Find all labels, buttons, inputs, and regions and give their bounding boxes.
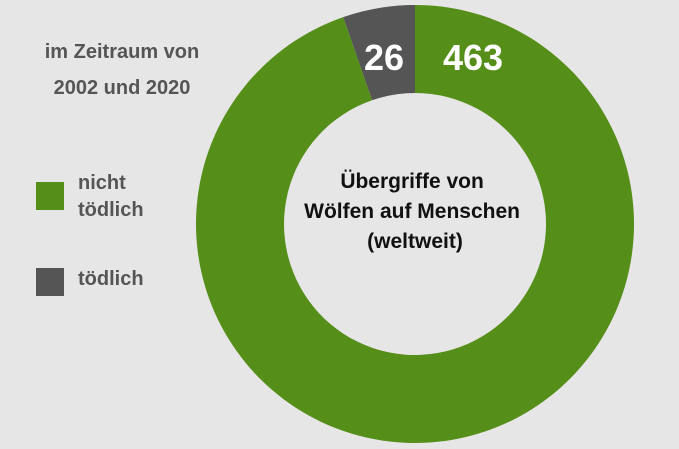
donut-slices bbox=[195, 5, 634, 443]
subtitle-line-1: im Zeitraum von bbox=[44, 41, 200, 63]
legend-label-nicht-toedlich: nicht tödlich bbox=[78, 170, 144, 224]
center-title-line-1: Übergriffe von bbox=[340, 170, 484, 193]
chart-subtitle: im Zeitraum von 2002 und 2020 bbox=[22, 34, 222, 106]
data-label-toedlich: 26 bbox=[364, 37, 404, 78]
legend-swatch-nicht-toedlich bbox=[36, 182, 64, 210]
legend-item-nicht-toedlich: nicht tödlich bbox=[36, 170, 144, 224]
slice-nicht-toedlich bbox=[195, 5, 634, 443]
legend-swatch-toedlich bbox=[36, 268, 64, 296]
subtitle-line-2: 2002 und 2020 bbox=[53, 77, 191, 99]
legend-label-line-2: tödlich bbox=[78, 199, 144, 221]
legend-label-line-1: nicht bbox=[78, 172, 126, 194]
center-title: Übergriffe von Wölfen auf Menschen (welt… bbox=[304, 170, 526, 253]
center-title-line-2: Wölfen auf Menschen bbox=[304, 200, 520, 223]
legend-item-toedlich: tödlich bbox=[36, 266, 144, 296]
data-label-nicht-toedlich: 463 bbox=[443, 37, 503, 78]
donut-data-labels: 26 463 bbox=[364, 37, 503, 78]
slice-toedlich bbox=[343, 5, 415, 101]
legend-label-toedlich: tödlich bbox=[78, 268, 144, 290]
center-title-line-3: (weltweit) bbox=[367, 230, 463, 253]
